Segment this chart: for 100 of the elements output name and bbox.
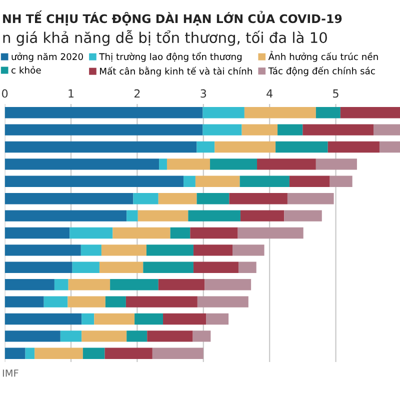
bar: [328, 141, 380, 153]
legend-label: c khỏe: [12, 66, 41, 74]
bar: [4, 348, 26, 359]
bar: [159, 158, 167, 170]
bar: [158, 193, 197, 204]
chart-title: NH TẾ CHỊU TÁC ĐỘNG DÀI HẠN LỚN CỦA COVID-19: [3, 10, 342, 26]
legend-label: Mất cân bằng kinh tế và tài chính: [100, 66, 252, 76]
bar: [4, 210, 127, 222]
bar: [25, 348, 35, 359]
bar: [68, 279, 110, 290]
bar: [101, 244, 146, 256]
bar: [330, 176, 352, 187]
bar: [316, 158, 357, 170]
bar: [195, 176, 240, 187]
legend-label: Tác động đến chính sác: [268, 66, 375, 76]
bar: [68, 296, 106, 308]
bar: [229, 193, 288, 204]
bar: [196, 141, 215, 153]
bar: [238, 262, 256, 273]
x-tick-label: 0: [2, 89, 8, 98]
bar: [193, 244, 233, 256]
bar: [147, 330, 193, 342]
bar: [190, 227, 238, 239]
bar: [4, 107, 203, 118]
bar: [99, 262, 144, 273]
bar: [316, 107, 340, 118]
bar: [70, 227, 113, 239]
bar: [242, 124, 278, 136]
bar: [184, 176, 196, 187]
bar: [60, 330, 82, 342]
bar: [240, 176, 290, 187]
bar: [202, 107, 244, 118]
bar: [104, 348, 152, 359]
bar: [204, 279, 252, 290]
bar: [244, 107, 316, 118]
bar: [4, 330, 60, 342]
bar: [54, 279, 68, 290]
bar: [289, 176, 330, 187]
bar: [126, 296, 198, 308]
bar: [379, 141, 400, 153]
bar: [202, 124, 242, 136]
bar: [193, 262, 238, 273]
bar: [34, 348, 83, 359]
bar: [4, 313, 82, 325]
bar: [44, 296, 68, 308]
chart-subtitle: n giá khả năng dễ bị tổn thương, tối đa là 10: [3, 30, 327, 46]
bar: [146, 244, 194, 256]
bar: [240, 210, 284, 222]
bar: [82, 348, 105, 359]
bar: [374, 124, 400, 136]
bar: [133, 193, 158, 204]
bar: [166, 158, 210, 170]
bar: [4, 176, 184, 187]
bar: [4, 193, 134, 204]
bar: [278, 124, 303, 136]
legend-label: Thị trường lao động tổn thương: [99, 52, 242, 62]
bar: [4, 279, 54, 290]
bar: [4, 227, 70, 239]
bar: [257, 158, 316, 170]
bar: [72, 262, 100, 273]
bar: [82, 330, 127, 342]
legend-label: ưởng năm 2020: [12, 52, 83, 62]
legend-label: Ảnh hưởng cấu trúc nền: [268, 50, 378, 62]
bar: [158, 279, 205, 290]
text: IMF: [2, 370, 18, 377]
x-tick-label: 2: [134, 89, 140, 98]
bar: [152, 348, 204, 359]
bar: [4, 262, 72, 273]
bar: [134, 313, 164, 325]
bar: [188, 210, 240, 222]
bar: [170, 227, 190, 239]
x-tick-label: 1: [68, 89, 74, 98]
bar: [284, 210, 322, 222]
bar: [163, 313, 206, 325]
bar: [238, 227, 304, 239]
bar: [112, 227, 170, 239]
bar: [4, 296, 44, 308]
bar: [302, 124, 374, 136]
bar: [197, 296, 248, 308]
bar: [82, 313, 94, 325]
bar: [276, 141, 328, 153]
bar: [4, 244, 81, 256]
x-tick-label: 4: [266, 89, 272, 98]
bar: [287, 193, 334, 204]
bar: [210, 158, 258, 170]
bar: [94, 313, 135, 325]
bar: [126, 210, 138, 222]
x-tick-label: 3: [200, 89, 206, 98]
bar: [340, 107, 400, 118]
bar: [196, 193, 230, 204]
bar: [232, 244, 264, 256]
bar: [214, 141, 276, 153]
bar: [192, 330, 211, 342]
bar: [126, 330, 148, 342]
x-tick-label: 5: [333, 89, 338, 98]
bar: [138, 210, 188, 222]
bar: [110, 279, 158, 290]
bar: [143, 262, 194, 273]
bar: [206, 313, 229, 325]
bar: [4, 124, 203, 136]
